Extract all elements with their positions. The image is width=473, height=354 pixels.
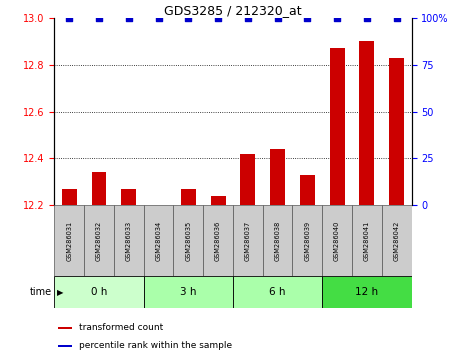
Bar: [233, 276, 322, 308]
Text: transformed count: transformed count: [79, 322, 164, 332]
Text: time: time: [30, 287, 52, 297]
Bar: [62, 189, 77, 205]
Point: [214, 15, 222, 21]
Bar: [58, 327, 72, 329]
Bar: [181, 189, 196, 205]
Point: [363, 15, 371, 21]
Point: [65, 15, 73, 21]
Text: GSM286039: GSM286039: [304, 221, 310, 261]
Bar: [330, 48, 344, 205]
Bar: [210, 196, 226, 205]
Text: 3 h: 3 h: [180, 287, 197, 297]
Bar: [144, 276, 233, 308]
Bar: [322, 276, 412, 308]
Bar: [263, 205, 292, 276]
Point: [244, 15, 252, 21]
Bar: [359, 41, 374, 205]
Point: [333, 15, 341, 21]
Bar: [382, 205, 412, 276]
Point: [304, 15, 311, 21]
Point: [274, 15, 281, 21]
Bar: [203, 205, 233, 276]
Bar: [174, 205, 203, 276]
Text: GSM286031: GSM286031: [66, 221, 72, 261]
Bar: [84, 205, 114, 276]
Text: ▶: ▶: [57, 287, 63, 297]
Text: 6 h: 6 h: [269, 287, 286, 297]
Bar: [322, 205, 352, 276]
Bar: [240, 154, 255, 205]
Text: GSM286036: GSM286036: [215, 221, 221, 261]
Bar: [54, 205, 84, 276]
Bar: [292, 205, 322, 276]
Bar: [92, 172, 106, 205]
Text: GSM286037: GSM286037: [245, 221, 251, 261]
Text: GSM286035: GSM286035: [185, 221, 191, 261]
Point: [125, 15, 132, 21]
Text: 12 h: 12 h: [355, 287, 378, 297]
Text: GSM286033: GSM286033: [126, 221, 132, 261]
Bar: [270, 149, 285, 205]
Bar: [58, 345, 72, 347]
Bar: [300, 175, 315, 205]
Bar: [144, 205, 174, 276]
Point: [184, 15, 192, 21]
Point: [393, 15, 401, 21]
Title: GDS3285 / 212320_at: GDS3285 / 212320_at: [164, 4, 302, 17]
Bar: [122, 189, 136, 205]
Text: GSM286041: GSM286041: [364, 221, 370, 261]
Text: percentile rank within the sample: percentile rank within the sample: [79, 341, 233, 350]
Point: [95, 15, 103, 21]
Point: [155, 15, 162, 21]
Bar: [54, 276, 144, 308]
Bar: [233, 205, 263, 276]
Bar: [114, 205, 144, 276]
Text: GSM286040: GSM286040: [334, 221, 340, 261]
Text: GSM286042: GSM286042: [394, 221, 400, 261]
Text: GSM286032: GSM286032: [96, 221, 102, 261]
Text: GSM286038: GSM286038: [275, 221, 280, 261]
Text: 0 h: 0 h: [91, 287, 107, 297]
Text: GSM286034: GSM286034: [156, 221, 162, 261]
Bar: [389, 58, 404, 205]
Bar: [352, 205, 382, 276]
